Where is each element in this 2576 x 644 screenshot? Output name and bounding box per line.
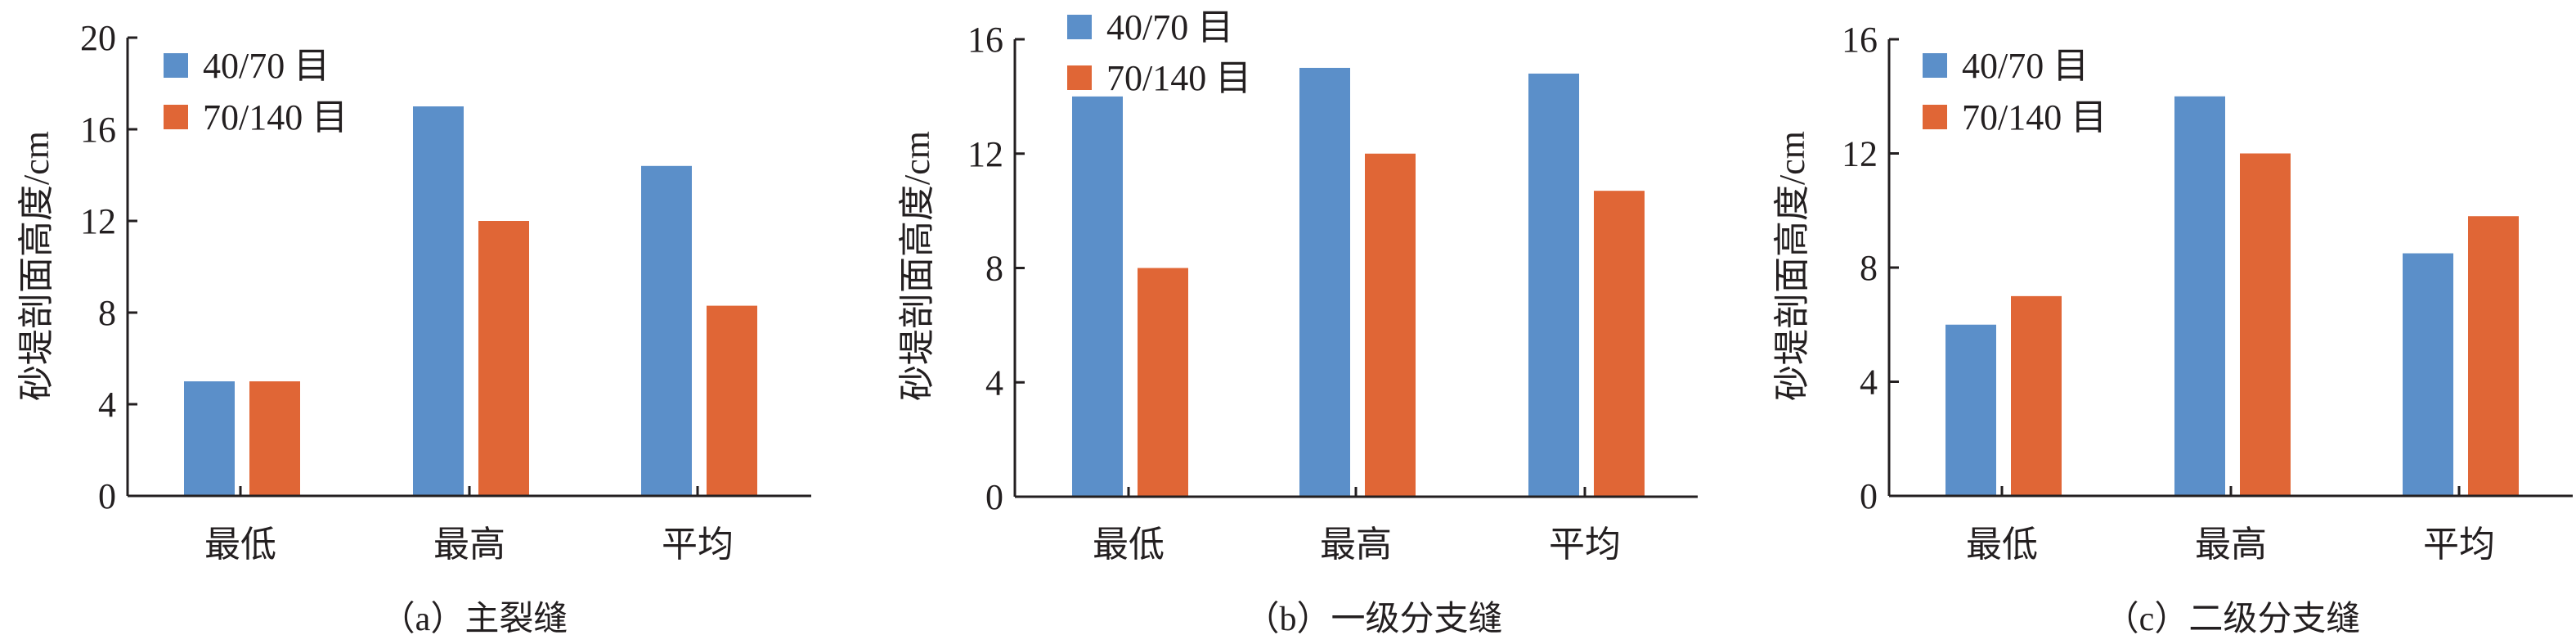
bar-series2-0 <box>249 381 300 496</box>
bar-series1-1 <box>1299 67 1350 497</box>
y-tick-label: 0 <box>1860 476 1878 516</box>
legend-swatch <box>1923 53 1947 78</box>
y-axis-label: 砂堤剖面高度/cm <box>897 131 937 401</box>
y-tick-label: 8 <box>98 293 116 333</box>
x-tick-label: 平均 <box>662 525 734 565</box>
y-tick-label: 16 <box>80 110 116 150</box>
bar-series1-0 <box>184 381 235 496</box>
chart-panel-b: 0 4 8 12 16 最低 最高 平均 砂堤剖面高度/cm 40/70 目 70/140 目 （b）… <box>897 7 1698 638</box>
bar-series2-2 <box>707 305 757 496</box>
y-tick-label: 4 <box>98 385 116 425</box>
bar-series1-2 <box>2403 253 2453 496</box>
legend-label: 40/70 目 <box>1106 7 1233 47</box>
bar-series1-2 <box>1528 73 1579 498</box>
bar-series2-0 <box>1138 268 1188 497</box>
y-tick-label: 8 <box>985 249 1003 289</box>
y-tick-label: 16 <box>1842 20 1878 60</box>
y-tick-label: 0 <box>98 476 116 516</box>
bar-series1-0 <box>1945 324 1996 496</box>
bar-series2-0 <box>2011 295 2062 496</box>
y-tick-label: 12 <box>967 134 1003 174</box>
bar-series1-1 <box>2174 96 2225 496</box>
y-axis-label: 砂堤剖面高度/cm <box>1772 131 1812 401</box>
legend-label: 70/140 目 <box>1962 97 2107 137</box>
bar-series2-2 <box>2468 216 2519 496</box>
legend-swatch <box>1923 105 1947 129</box>
y-tick-label: 12 <box>1842 134 1878 174</box>
bar-series2-1 <box>478 221 529 496</box>
legend-label: 70/140 目 <box>1106 58 1251 98</box>
y-axis-label: 砂堤剖面高度/cm <box>16 131 56 401</box>
chart-caption: （a）主裂缝 <box>381 601 568 638</box>
legend-swatch <box>1067 15 1092 39</box>
y-tick-label: 12 <box>80 201 116 241</box>
bar-series2-1 <box>2240 153 2291 496</box>
x-tick-label: 最低 <box>204 525 276 565</box>
y-tick-label: 0 <box>985 477 1003 517</box>
x-tick-label: 最高 <box>1320 525 1392 565</box>
x-tick-label: 最低 <box>1093 525 1165 565</box>
bar-series1-1 <box>413 106 464 496</box>
bar-series2-2 <box>1594 191 1645 497</box>
x-tick-label: 最高 <box>2195 525 2267 565</box>
legend-label: 40/70 目 <box>203 46 330 86</box>
x-tick-label: 最低 <box>1966 525 2038 565</box>
legend-swatch <box>164 53 188 78</box>
x-tick-label: 平均 <box>2423 525 2495 565</box>
y-tick-label: 8 <box>1860 248 1878 288</box>
legend-swatch <box>164 105 188 129</box>
chart-panel-c: 0 4 8 12 16 最低 最高 平均 砂堤剖面高度/cm 40/70 目 70/140 目 （c）… <box>1772 20 2573 638</box>
y-tick-label: 4 <box>1860 363 1878 403</box>
y-tick-label: 20 <box>80 18 116 58</box>
bar-series1-2 <box>641 165 692 497</box>
x-tick-label: 最高 <box>433 525 505 565</box>
y-tick-label: 4 <box>985 363 1003 403</box>
bar-series2-1 <box>1365 153 1416 497</box>
bar-series1-0 <box>1072 96 1123 497</box>
chart-panel-a: 0 4 8 12 16 20 最低 最高 平均 砂堤剖面高度/cm 40/70 目 70/140 目 （… <box>16 18 811 638</box>
chart-caption: （c）二级分支缝 <box>2105 601 2361 638</box>
legend-label: 70/140 目 <box>203 97 348 137</box>
legend-swatch <box>1067 65 1092 90</box>
y-tick-label: 16 <box>967 20 1003 60</box>
x-tick-label: 平均 <box>1549 525 1621 565</box>
chart-caption: （b）一级分支缝 <box>1245 601 1502 638</box>
legend-label: 40/70 目 <box>1962 46 2089 86</box>
